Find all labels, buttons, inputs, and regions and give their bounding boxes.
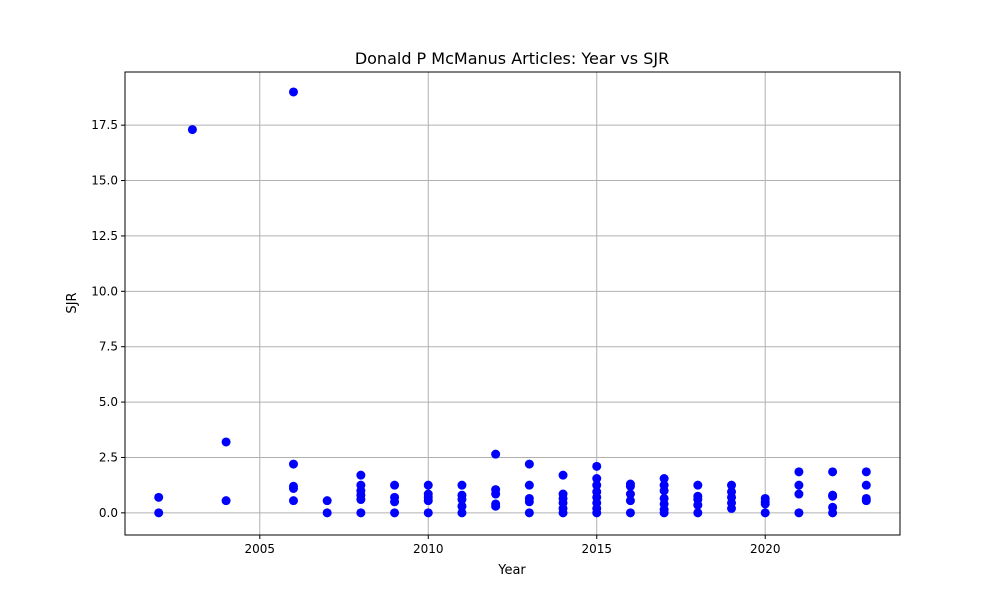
data-point bbox=[861, 467, 871, 477]
data-point bbox=[390, 497, 400, 507]
y-tick-label: 5.0 bbox=[99, 395, 118, 409]
data-point bbox=[524, 480, 534, 490]
data-point bbox=[356, 495, 366, 505]
y-tick-label: 2.5 bbox=[99, 450, 118, 464]
data-point bbox=[592, 508, 602, 518]
data-point bbox=[592, 480, 602, 490]
data-point bbox=[390, 508, 400, 518]
data-point bbox=[154, 508, 164, 518]
data-point bbox=[828, 491, 838, 501]
data-point bbox=[861, 480, 871, 490]
data-point bbox=[524, 459, 534, 469]
y-tick-label: 0.0 bbox=[99, 506, 118, 520]
data-point bbox=[390, 480, 400, 490]
data-point bbox=[457, 480, 467, 490]
data-point bbox=[558, 508, 568, 518]
data-point bbox=[727, 503, 737, 513]
data-point bbox=[491, 449, 501, 459]
data-point bbox=[491, 501, 501, 511]
data-point bbox=[659, 508, 669, 518]
data-point bbox=[288, 483, 298, 493]
data-point bbox=[457, 508, 467, 518]
data-point bbox=[221, 496, 231, 506]
y-axis-label: SJR bbox=[65, 292, 80, 313]
data-point bbox=[524, 508, 534, 518]
data-point bbox=[457, 495, 467, 505]
data-point bbox=[693, 500, 703, 510]
data-point bbox=[322, 496, 332, 506]
data-point bbox=[625, 489, 635, 499]
data-point bbox=[828, 467, 838, 477]
data-point bbox=[288, 459, 298, 469]
data-point bbox=[423, 480, 433, 490]
plot-frame bbox=[124, 71, 901, 536]
y-tick-label: 15.0 bbox=[91, 174, 118, 188]
data-point bbox=[828, 508, 838, 518]
x-axis-label: Year bbox=[497, 563, 526, 578]
data-point bbox=[659, 486, 669, 496]
data-point bbox=[592, 461, 602, 471]
data-point bbox=[288, 496, 298, 506]
data-point bbox=[558, 470, 568, 480]
data-point bbox=[592, 474, 602, 484]
data-point bbox=[861, 496, 871, 506]
grid-lines bbox=[125, 72, 900, 535]
data-point bbox=[356, 508, 366, 518]
data-point bbox=[356, 470, 366, 480]
data-point bbox=[693, 508, 703, 518]
data-point bbox=[288, 87, 298, 97]
data-point bbox=[727, 480, 737, 490]
data-point bbox=[794, 508, 804, 518]
data-point bbox=[457, 501, 467, 511]
data-point bbox=[491, 489, 501, 499]
data-point bbox=[154, 492, 164, 502]
x-tick-label: 2005 bbox=[245, 542, 276, 556]
data-point bbox=[423, 496, 433, 506]
data-point bbox=[794, 480, 804, 490]
data-points bbox=[154, 87, 871, 518]
data-point bbox=[794, 489, 804, 499]
data-point bbox=[760, 508, 770, 518]
data-point bbox=[693, 480, 703, 490]
y-tick-label: 17.5 bbox=[91, 118, 118, 132]
y-tick-label: 7.5 bbox=[99, 340, 118, 354]
data-point bbox=[625, 496, 635, 506]
data-point bbox=[625, 508, 635, 518]
x-tick-label: 2020 bbox=[750, 542, 781, 556]
x-tick-label: 2010 bbox=[413, 542, 444, 556]
data-point bbox=[423, 508, 433, 518]
data-point bbox=[322, 508, 332, 518]
data-point bbox=[221, 437, 231, 447]
x-tick-label: 2015 bbox=[581, 542, 612, 556]
data-point bbox=[524, 497, 534, 507]
y-tick-label: 12.5 bbox=[91, 229, 118, 243]
data-point bbox=[794, 467, 804, 477]
chart-title: Donald P McManus Articles: Year vs SJR bbox=[355, 49, 669, 68]
axis-ticks: 2005 2010 2015 2020 0.0 2.5 5.0 7.5 10.0 12.5 15.0… bbox=[91, 118, 780, 556]
data-point bbox=[760, 499, 770, 509]
data-point bbox=[659, 474, 669, 484]
y-tick-label: 10.0 bbox=[91, 284, 118, 298]
data-point bbox=[187, 125, 197, 135]
data-point bbox=[625, 481, 635, 491]
